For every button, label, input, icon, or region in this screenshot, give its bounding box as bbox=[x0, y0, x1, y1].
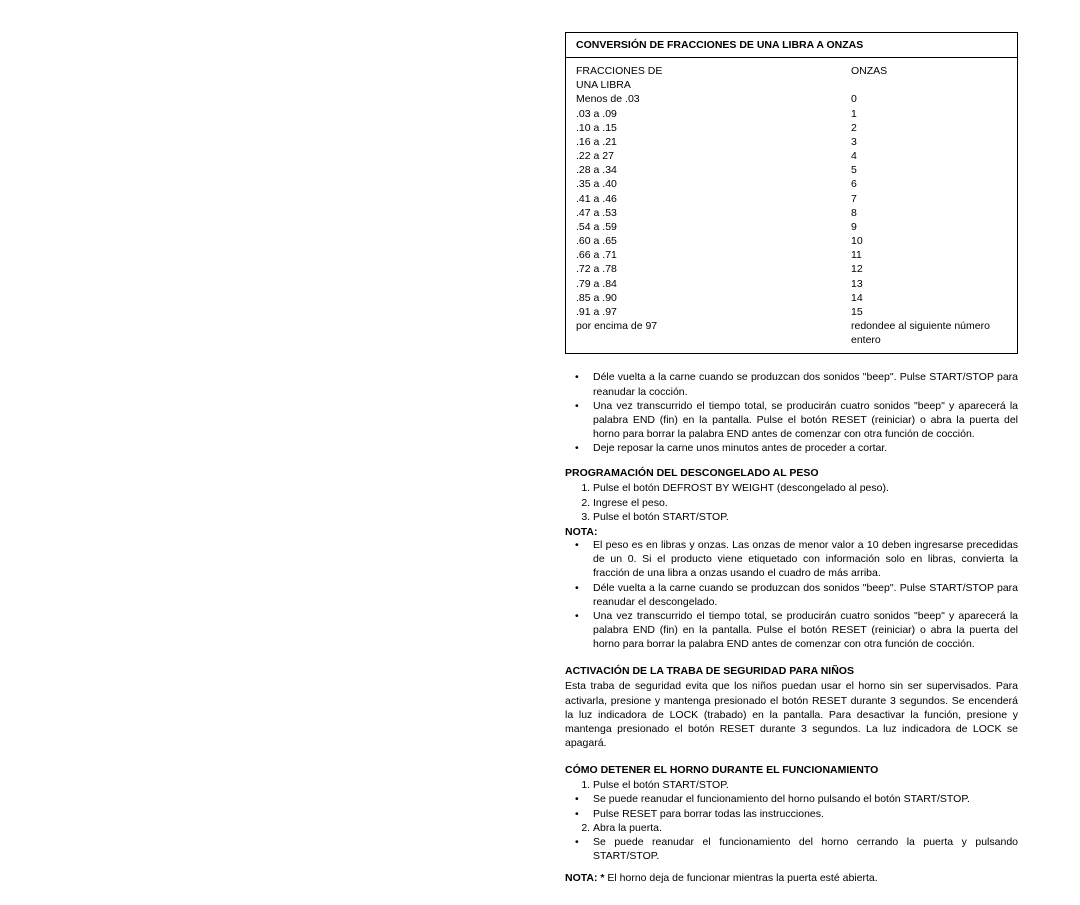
list-item: Déle vuelta a la carne cuando se produzc… bbox=[565, 581, 1018, 609]
stop-sublist-2: Se puede reanudar el funcionamiento del … bbox=[565, 835, 1018, 863]
conversion-col-right: ONZAS 0 1 2 3 4 5 6 7 8 9 10 11 12 13 14… bbox=[851, 64, 1007, 347]
table-cell: por encima de 97 bbox=[576, 319, 851, 333]
cooking-tips-list: Déle vuelta a la carne cuando se produzc… bbox=[565, 370, 1018, 455]
stop-section-title: CÓMO DETENER EL HORNO DURANTE EL FUNCION… bbox=[565, 764, 1018, 776]
list-item: Déle vuelta a la carne cuando se produzc… bbox=[565, 370, 1018, 398]
table-cell: .66 a .71 bbox=[576, 248, 851, 262]
list-item: Deje reposar la carne unos minutos antes… bbox=[565, 441, 1018, 455]
list-item: Pulse el botón DEFROST BY WEIGHT (descon… bbox=[593, 481, 1018, 495]
nota-label: NOTA: bbox=[565, 526, 1018, 538]
table-cell: 9 bbox=[851, 220, 1007, 234]
conversion-body: FRACCIONES DE UNA LIBRA Menos de .03 .03… bbox=[566, 58, 1017, 353]
table-cell: .41 a .46 bbox=[576, 192, 851, 206]
manual-page: CONVERSIÓN DE FRACCIONES DE UNA LIBRA A … bbox=[0, 0, 1080, 905]
table-cell: .35 a .40 bbox=[576, 177, 851, 191]
table-cell: 2 bbox=[851, 121, 1007, 135]
table-cell: 12 bbox=[851, 262, 1007, 276]
table-cell: 4 bbox=[851, 149, 1007, 163]
table-cell: 3 bbox=[851, 135, 1007, 149]
table-cell: 10 bbox=[851, 234, 1007, 248]
list-item: Se puede reanudar el funcionamiento del … bbox=[565, 835, 1018, 863]
table-cell: .54 a .59 bbox=[576, 220, 851, 234]
stop-footnote: NOTA: * El horno deja de funcionar mient… bbox=[565, 871, 1018, 885]
list-item: Pulse RESET para borrar todas las instru… bbox=[565, 807, 1018, 821]
table-cell: .10 a .15 bbox=[576, 121, 851, 135]
list-item: Se puede reanudar el funcionamiento del … bbox=[565, 792, 1018, 806]
childlock-section-title: ACTIVACIÓN DE LA TRABA DE SEGURIDAD PARA… bbox=[565, 665, 1018, 677]
table-cell: 7 bbox=[851, 192, 1007, 206]
table-cell: 1 bbox=[851, 107, 1007, 121]
table-cell: .16 a .21 bbox=[576, 135, 851, 149]
conversion-col-left: FRACCIONES DE UNA LIBRA Menos de .03 .03… bbox=[576, 64, 851, 347]
defrost-steps: Pulse el botón DEFROST BY WEIGHT (descon… bbox=[565, 481, 1018, 524]
table-cell: 13 bbox=[851, 277, 1007, 291]
list-item: Una vez transcurrido el tiempo total, se… bbox=[565, 399, 1018, 442]
conversion-table: CONVERSIÓN DE FRACCIONES DE UNA LIBRA A … bbox=[565, 32, 1018, 354]
defrost-nota-list: El peso es en libras y onzas. Las onzas … bbox=[565, 538, 1018, 651]
table-cell: .72 a .78 bbox=[576, 262, 851, 276]
list-item: Ingrese el peso. bbox=[593, 496, 1018, 510]
list-item: Abra la puerta. bbox=[593, 821, 1018, 835]
conversion-left-header: FRACCIONES DE UNA LIBRA bbox=[576, 64, 851, 92]
table-cell: .91 a .97 bbox=[576, 305, 851, 319]
table-cell: 14 bbox=[851, 291, 1007, 305]
stop-steps-2: Abra la puerta. bbox=[565, 821, 1018, 835]
table-cell: 11 bbox=[851, 248, 1007, 262]
table-cell: 8 bbox=[851, 206, 1007, 220]
childlock-text: Esta traba de seguridad evita que los ni… bbox=[565, 679, 1018, 750]
stop-steps: Pulse el botón START/STOP. bbox=[565, 778, 1018, 792]
table-cell: .03 a .09 bbox=[576, 107, 851, 121]
table-cell: redondee al siguiente número entero bbox=[851, 319, 1007, 347]
table-cell: .60 a .65 bbox=[576, 234, 851, 248]
conversion-right-header: ONZAS bbox=[851, 64, 1007, 78]
conversion-title: CONVERSIÓN DE FRACCIONES DE UNA LIBRA A … bbox=[566, 33, 1017, 58]
list-item: El peso es en libras y onzas. Las onzas … bbox=[565, 538, 1018, 581]
table-cell: .47 a .53 bbox=[576, 206, 851, 220]
stop-sublist-1: Se puede reanudar el funcionamiento del … bbox=[565, 792, 1018, 820]
list-item: Pulse el botón START/STOP. bbox=[593, 778, 1018, 792]
table-cell: 15 bbox=[851, 305, 1007, 319]
table-cell: Menos de .03 bbox=[576, 92, 851, 106]
footnote-text: El horno deja de funcionar mientras la p… bbox=[604, 872, 877, 884]
table-cell: 6 bbox=[851, 177, 1007, 191]
table-cell: 0 bbox=[851, 92, 1007, 106]
table-cell: 5 bbox=[851, 163, 1007, 177]
table-cell: .28 a .34 bbox=[576, 163, 851, 177]
table-cell: .22 a 27 bbox=[576, 149, 851, 163]
footnote-label: NOTA: * bbox=[565, 872, 604, 884]
table-cell: .85 a .90 bbox=[576, 291, 851, 305]
table-cell: .79 a .84 bbox=[576, 277, 851, 291]
list-item: Pulse el botón START/STOP. bbox=[593, 510, 1018, 524]
list-item: Una vez transcurrido el tiempo total, se… bbox=[565, 609, 1018, 652]
defrost-section-title: PROGRAMACIÓN DEL DESCONGELADO AL PESO bbox=[565, 467, 1018, 479]
